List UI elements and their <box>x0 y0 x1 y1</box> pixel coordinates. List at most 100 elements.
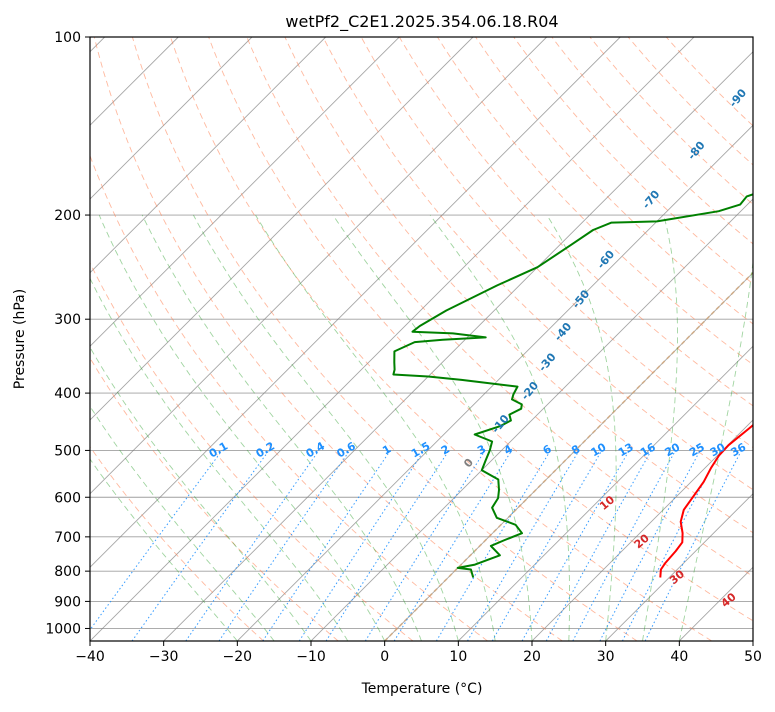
mixing-ratio-label: 25 <box>687 440 707 459</box>
isotherm-line <box>90 37 474 421</box>
plot-frame <box>89 36 754 642</box>
freezing-isotherm <box>384 271 753 641</box>
mixing-ratio-label: 6 <box>541 442 554 457</box>
mixing-ratio-line <box>131 450 270 641</box>
dry-adiabat <box>437 37 753 366</box>
dry-adiabat <box>90 357 339 641</box>
dry-adiabat <box>475 37 753 325</box>
mixing-ratio-line <box>185 450 320 641</box>
dry-adiabat <box>589 37 753 205</box>
isotherm-line <box>310 198 753 641</box>
mixing-ratio-label: 0.6 <box>335 439 359 460</box>
y-tick-label: 200 <box>54 208 81 224</box>
isotherm-line <box>457 345 753 641</box>
isotherm-line <box>90 37 695 641</box>
mixing-ratio-label: 20 <box>662 440 682 459</box>
moist-adiabat <box>98 214 386 641</box>
isotherm-line <box>605 493 753 641</box>
mixing-ratio-label: 1.5 <box>409 439 432 460</box>
moist-adiabat <box>642 214 678 641</box>
chart-title: wetPf2_C2E1.2025.354.06.18.R04 <box>285 12 558 32</box>
moist-adiabat <box>332 214 533 641</box>
mixing-ratio-line <box>644 450 742 641</box>
isotherm-line <box>752 640 753 641</box>
dry-adiabat <box>208 37 753 622</box>
mixing-ratio-label: 3 <box>475 442 488 457</box>
x-tick-label: −40 <box>75 649 105 665</box>
mixing-ratio-line <box>521 450 630 641</box>
y-tick-label: 600 <box>54 490 81 506</box>
isotherm-line <box>531 419 753 641</box>
mixing-ratio-line <box>364 450 486 641</box>
theta-e-label: -80 <box>685 139 708 163</box>
theta-e-label: -90 <box>727 86 750 110</box>
theta-e-label: -50 <box>570 287 593 311</box>
y-tick-label: 700 <box>54 530 81 546</box>
dry-adiabat <box>131 37 638 641</box>
mixing-ratio-line <box>467 450 580 641</box>
isotherm-line <box>90 37 327 274</box>
isotherm-line <box>90 37 621 568</box>
isotherm-line <box>90 37 548 495</box>
y-tick-label: 800 <box>54 564 81 580</box>
mixing-ratio-label: 0.1 <box>207 439 230 460</box>
y-tick-label: 300 <box>54 312 81 328</box>
dry-adiabat <box>551 37 753 245</box>
mixing-ratio-line <box>572 450 676 641</box>
mixing-ratio-line <box>393 450 513 641</box>
x-tick-label: 0 <box>380 649 389 665</box>
isotherm-line <box>678 566 753 641</box>
x-tick-label: −10 <box>296 649 326 665</box>
moist-adiabat <box>90 405 275 641</box>
y-tick-label: 500 <box>54 443 81 459</box>
mixing-ratio-label: 30 <box>708 440 728 459</box>
dry-adiabat-label: 40 <box>719 590 739 610</box>
moist-adiabat <box>90 458 238 641</box>
mixing-ratio-line <box>218 450 351 641</box>
isotherm-line <box>236 124 753 641</box>
isotherm-line <box>90 37 400 347</box>
theta-e-label: -100 <box>748 37 775 67</box>
theta-e-label: -70 <box>640 188 663 212</box>
mixing-ratio-label: 16 <box>638 440 658 459</box>
dry-adiabat-label: 20 <box>632 531 652 551</box>
y-axis-label: Pressure (hPa) <box>12 289 28 389</box>
x-tick-label: 30 <box>597 649 615 665</box>
mixing-ratio-line <box>599 450 701 641</box>
mixing-ratio-line <box>262 450 391 641</box>
mixing-ratio-label: 2 <box>439 442 452 457</box>
dry-adiabat <box>513 37 753 285</box>
x-tick-label: 20 <box>523 649 541 665</box>
dewpoint-profile <box>392 193 753 578</box>
mixing-ratio-line <box>298 450 425 641</box>
mixing-ratio-label: 0.4 <box>304 439 328 460</box>
dry-adiabat <box>90 262 414 641</box>
mixing-ratio-line <box>545 450 652 641</box>
dry-adiabat <box>665 37 753 127</box>
y-tick-label: 100 <box>54 30 81 46</box>
y-tick-label: 400 <box>54 386 81 402</box>
x-tick-label: 10 <box>449 649 467 665</box>
moist-adiabat <box>429 214 570 641</box>
moist-adiabat <box>90 346 312 641</box>
moist-adiabat <box>193 214 459 641</box>
isotherm-line <box>90 37 253 200</box>
moist-adiabat <box>546 214 617 641</box>
x-axis-label: Temperature (°C) <box>361 681 483 697</box>
dry-adiabat <box>246 37 753 577</box>
moist-adiabat <box>678 258 753 641</box>
dry-adiabat <box>93 37 563 641</box>
theta-e-label: -20 <box>519 379 542 403</box>
mixing-ratio-label: 1 <box>380 442 393 457</box>
dry-adiabat <box>90 154 488 641</box>
dry-adiabat <box>170 37 712 641</box>
y-tick-label: 1000 <box>45 621 81 637</box>
x-tick-label: 50 <box>744 649 762 665</box>
x-tick-label: −20 <box>223 649 253 665</box>
x-tick-label: −30 <box>149 649 179 665</box>
mixing-ratio-label: 13 <box>616 440 636 459</box>
theta-e-label: -60 <box>595 248 618 272</box>
dry-adiabat <box>284 37 753 534</box>
